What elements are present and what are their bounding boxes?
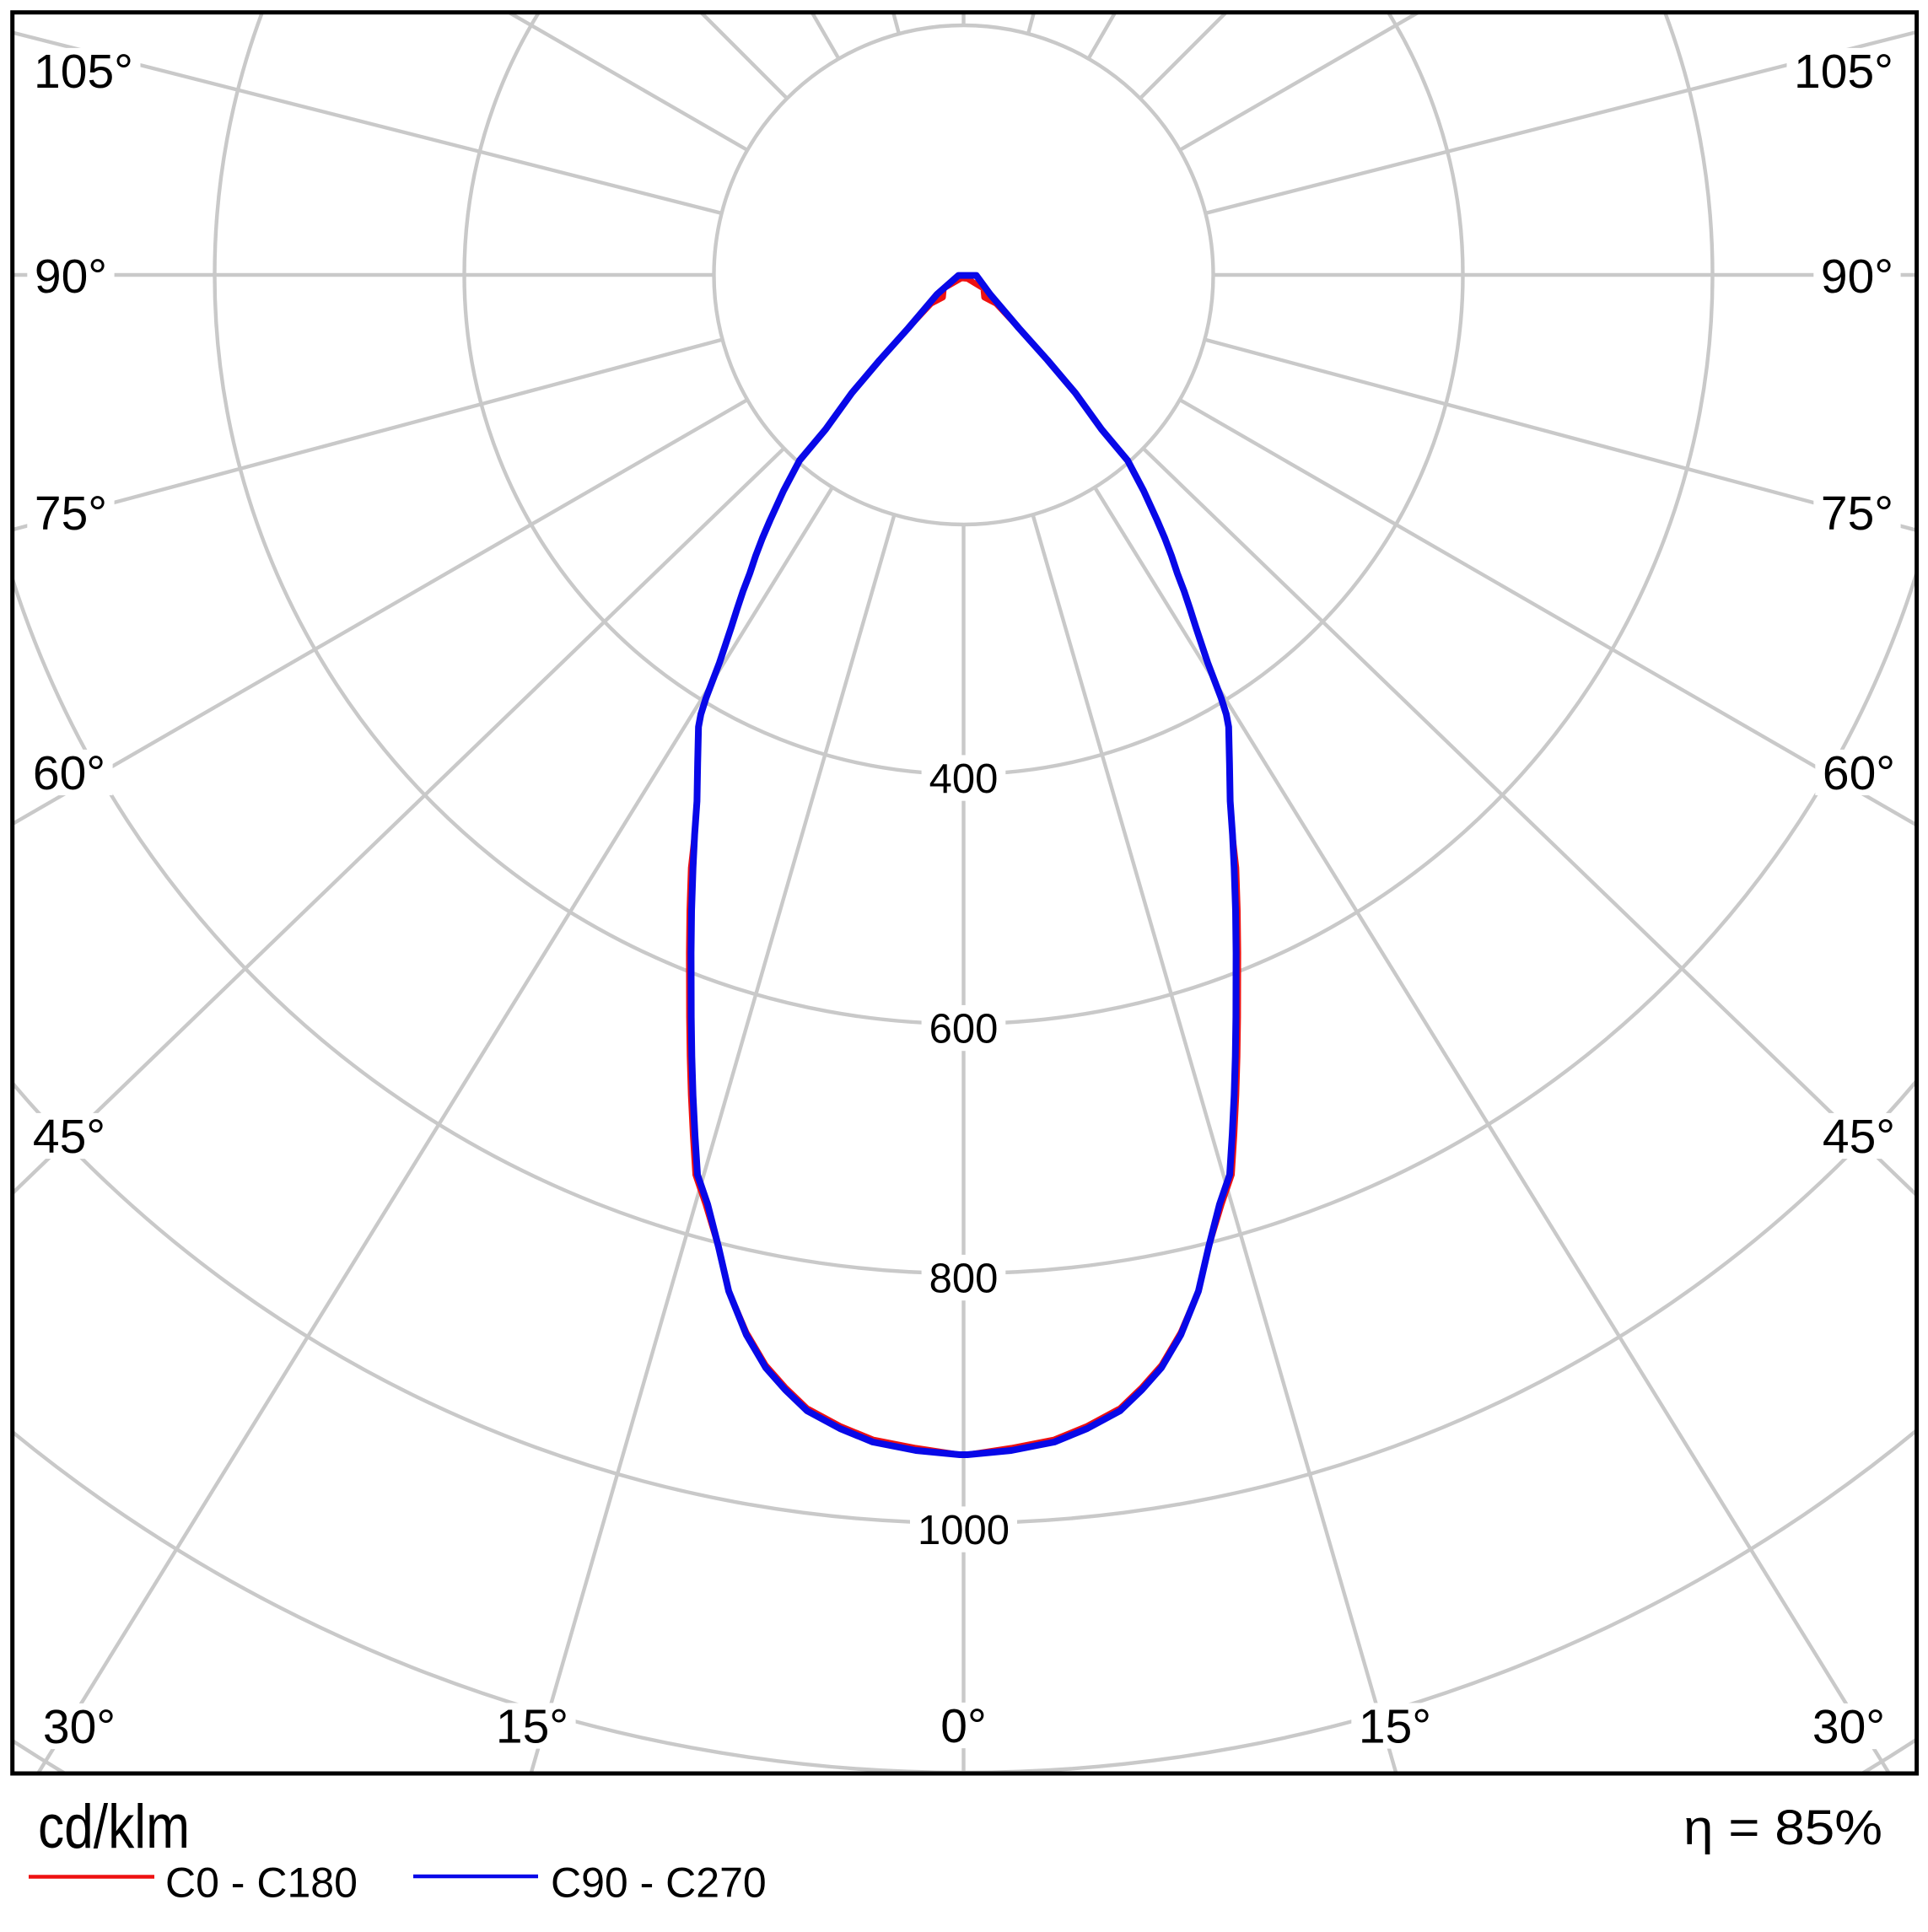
svg-text:30°: 30° xyxy=(43,1700,116,1754)
svg-text:400: 400 xyxy=(929,756,999,802)
svg-text:75°: 75° xyxy=(35,487,107,541)
svg-text:60°: 60° xyxy=(33,746,105,800)
svg-text:90°: 90° xyxy=(35,250,107,304)
svg-text:45°: 45° xyxy=(1823,1110,1895,1164)
svg-text:15°: 15° xyxy=(1359,1699,1431,1753)
svg-text:cd/klm: cd/klm xyxy=(38,1793,190,1861)
svg-text:C0 - C180: C0 - C180 xyxy=(165,1859,358,1907)
svg-text:105°: 105° xyxy=(34,45,133,99)
svg-text:60°: 60° xyxy=(1823,746,1895,800)
svg-text:105°: 105° xyxy=(1794,45,1893,99)
svg-text:30°: 30° xyxy=(1812,1700,1885,1754)
svg-text:600: 600 xyxy=(929,1007,999,1052)
svg-text:75°: 75° xyxy=(1821,487,1893,541)
svg-text:45°: 45° xyxy=(33,1110,105,1164)
svg-text:0°: 0° xyxy=(940,1699,987,1753)
svg-text:800: 800 xyxy=(929,1257,999,1302)
svg-text:1000: 1000 xyxy=(918,1508,1010,1553)
svg-text:90°: 90° xyxy=(1821,250,1893,304)
svg-text:15°: 15° xyxy=(496,1699,568,1753)
svg-text:C90 - C270: C90 - C270 xyxy=(551,1859,767,1907)
svg-text:η = 85%: η = 85% xyxy=(1683,1800,1882,1855)
